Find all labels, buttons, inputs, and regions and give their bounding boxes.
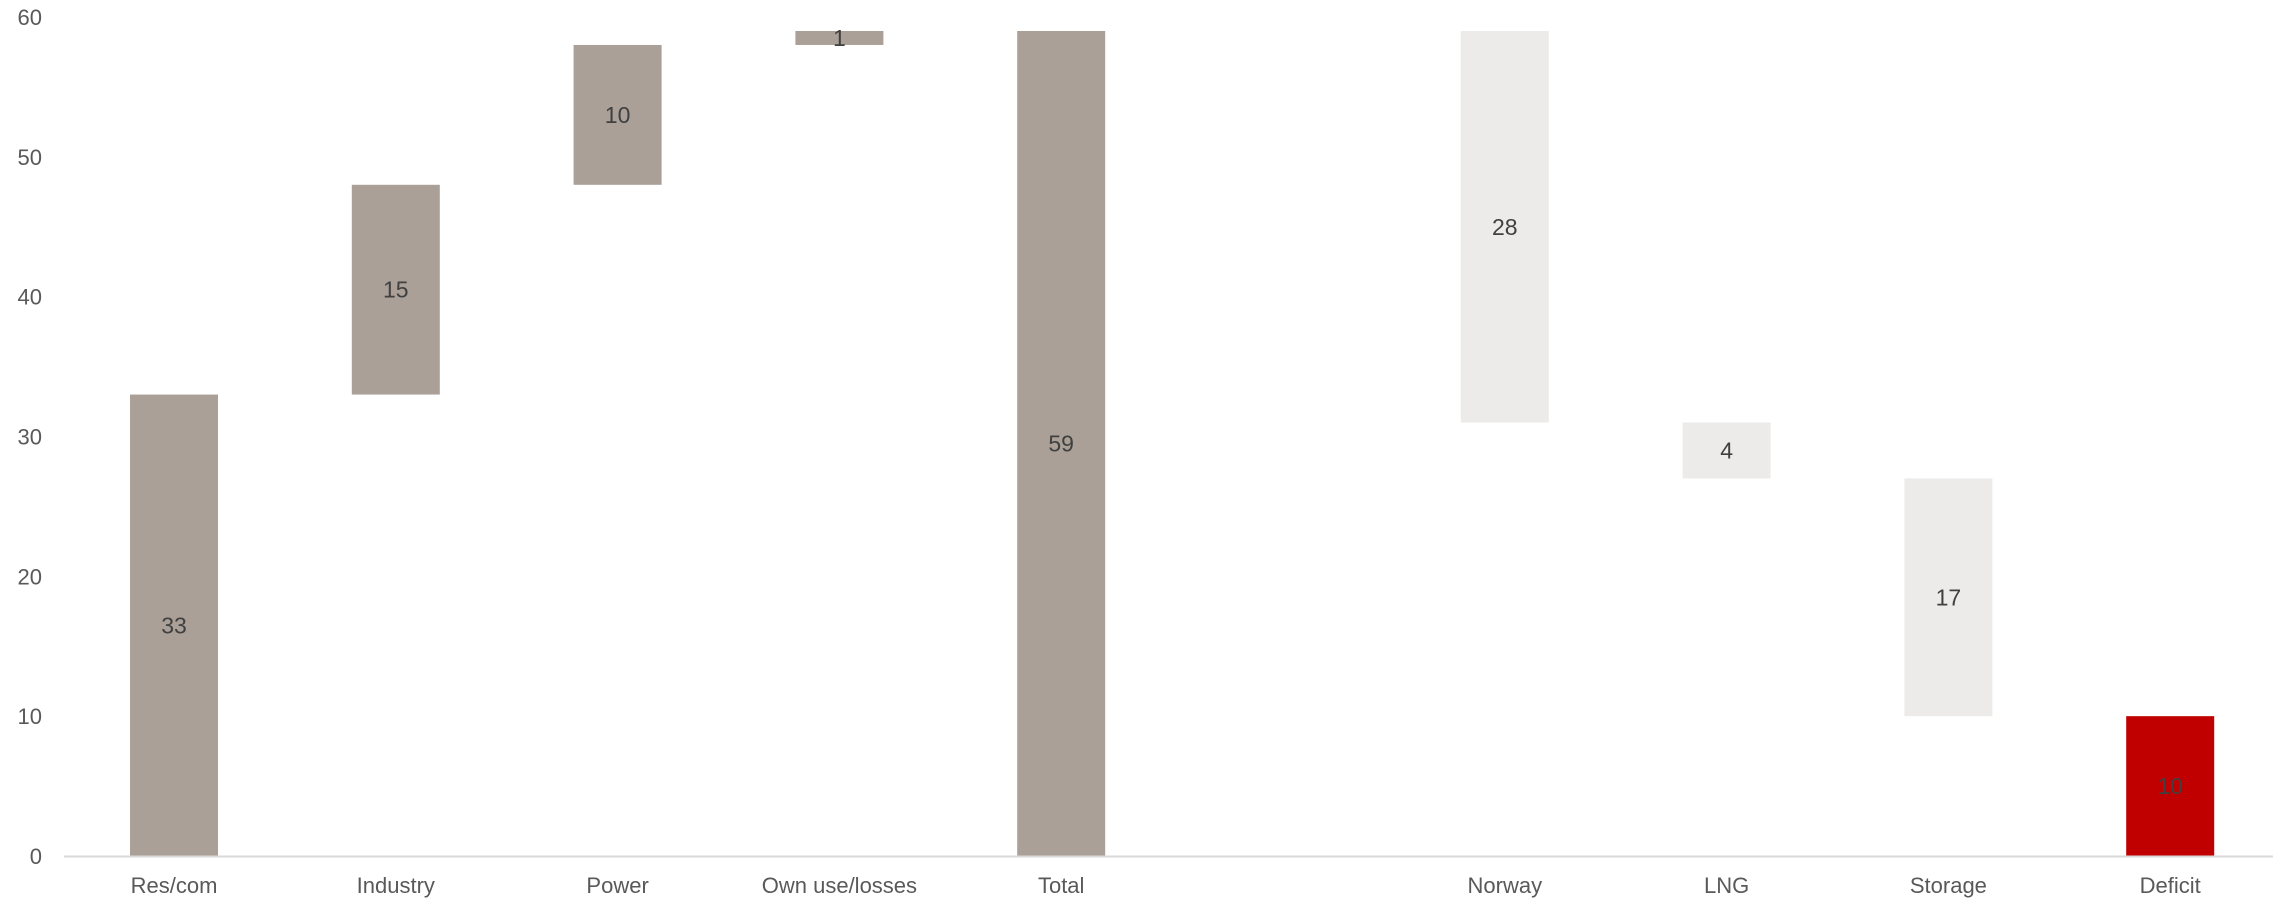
waterfall-bar — [795, 30, 884, 45]
y-axis-ticks: 0 10 20 30 40 50 60 — [18, 5, 42, 869]
bar-data-label: 15 — [383, 277, 409, 303]
x-tick-label: Industry — [357, 873, 435, 898]
x-tick-label: Storage — [1910, 873, 1987, 898]
bar-data-label: 33 — [161, 612, 187, 638]
y-tick-label: 10 — [18, 704, 42, 729]
x-tick-label: Norway — [1468, 873, 1543, 898]
y-tick-label: 40 — [18, 285, 42, 310]
x-tick-label: Power — [586, 873, 648, 898]
bars-group — [130, 30, 2215, 856]
waterfall-bar — [1682, 422, 1771, 479]
y-tick-label: 30 — [18, 425, 42, 450]
bar-data-label: 4 — [1720, 437, 1733, 463]
bar-data-label: 10 — [605, 102, 631, 128]
data-labels-group: 33 15 10 1 59 28 4 17 10 — [161, 25, 2183, 799]
x-axis-ticks: Res/com Industry Power Own use/losses Total N… — [131, 873, 2201, 898]
waterfall-bar — [1460, 30, 1549, 423]
x-tick-label: Own use/losses — [762, 873, 917, 898]
y-tick-label: 50 — [18, 145, 42, 170]
waterfall-bar — [351, 184, 440, 395]
x-tick-label: Total — [1038, 873, 1084, 898]
bar-data-label: 10 — [2157, 773, 2183, 799]
waterfall-bar — [130, 394, 218, 856]
x-tick-label: Deficit — [2140, 873, 2201, 898]
bar-data-label: 1 — [833, 25, 846, 51]
bar-data-label: 17 — [1936, 584, 1962, 610]
bar-data-label: 28 — [1492, 214, 1518, 240]
y-tick-label: 60 — [18, 5, 42, 30]
y-tick-label: 0 — [30, 844, 42, 869]
y-tick-label: 20 — [18, 564, 42, 589]
waterfall-bar — [1904, 478, 1993, 717]
x-tick-label: LNG — [1704, 873, 1749, 898]
waterfall-bar — [573, 44, 662, 185]
waterfall-bar — [1017, 30, 1106, 856]
waterfall-bar — [2126, 716, 2215, 856]
x-tick-label: Res/com — [131, 873, 218, 898]
bar-data-label: 59 — [1048, 430, 1074, 456]
